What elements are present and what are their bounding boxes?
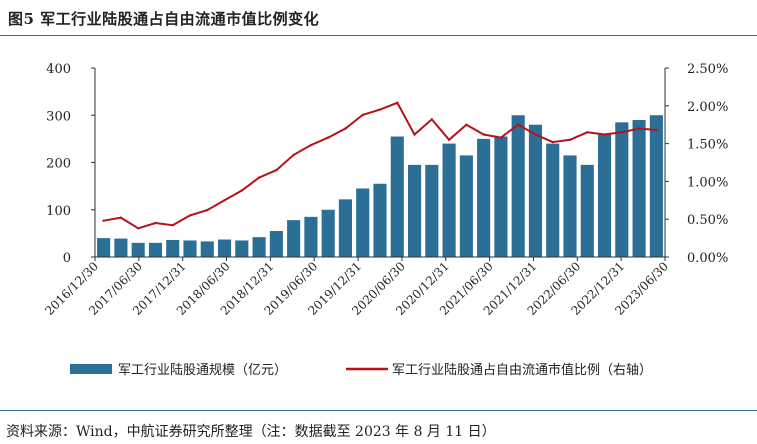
bar <box>425 164 439 257</box>
bar <box>217 239 232 257</box>
chart-title: 图5 军工行业陆股通占自由流通市值比例变化 <box>8 10 320 28</box>
right-tick-label: 1.00% <box>687 175 728 190</box>
line-point <box>102 219 105 222</box>
bar <box>287 220 301 257</box>
bar <box>649 115 663 257</box>
bar <box>442 143 456 257</box>
line-point <box>447 138 451 141</box>
bar <box>235 240 249 257</box>
bar <box>338 199 353 257</box>
bar <box>131 242 145 257</box>
line-point <box>171 224 174 227</box>
line-point <box>119 216 123 219</box>
line-point <box>499 136 503 139</box>
bar <box>597 134 612 257</box>
x-axis: 2016/12/302017/06/302017/12/312018/06/30… <box>42 256 671 318</box>
bar <box>546 143 560 257</box>
top-rule <box>0 35 757 36</box>
bar <box>183 240 197 257</box>
right-axis: 2.50% 2.00% 1.50% 1.00% 0.50% 0.00% <box>664 62 728 266</box>
line-point <box>586 131 589 134</box>
line-point <box>517 123 520 126</box>
bottom-rule <box>0 410 757 411</box>
left-tick-label: 200 <box>46 157 71 172</box>
line-point <box>396 101 399 105</box>
bar <box>148 242 163 257</box>
line-point <box>482 133 485 136</box>
legend: 军工行业陆股通规模（亿元） 军工行业陆股通占自由流通市值比例（右轴） <box>70 362 652 378</box>
line-point <box>188 214 192 217</box>
legend-bar-swatch <box>70 364 112 374</box>
right-tick-label: 2.50% <box>687 62 728 77</box>
bar <box>97 238 111 257</box>
bar <box>407 164 422 257</box>
left-axis: 400 300 200 100 0 <box>46 62 96 266</box>
line-point <box>309 143 313 147</box>
bar <box>459 155 473 257</box>
bar <box>563 155 577 257</box>
bar <box>390 136 404 257</box>
line-point <box>620 131 623 134</box>
line-point <box>257 176 261 179</box>
bar <box>615 122 629 258</box>
bar <box>269 231 283 257</box>
bar <box>511 115 525 257</box>
left-tick-label: 300 <box>46 109 71 124</box>
line-point <box>275 168 278 172</box>
line-point <box>292 153 295 157</box>
left-tick-label: 400 <box>46 62 71 77</box>
right-tick-label: 0.00% <box>687 251 728 266</box>
right-tick-label: 0.50% <box>687 213 728 228</box>
bar <box>252 237 266 257</box>
plot-area <box>97 101 663 258</box>
line-point <box>240 189 243 192</box>
line-point <box>223 199 226 202</box>
line-point <box>137 227 140 230</box>
bar <box>114 238 128 257</box>
right-tick-label: 1.50% <box>687 138 728 153</box>
line-point <box>534 133 537 136</box>
bar <box>373 183 387 257</box>
bar <box>321 209 335 257</box>
bar <box>494 136 508 257</box>
line-point <box>568 138 572 141</box>
line-point <box>430 118 433 121</box>
line-point <box>551 140 554 144</box>
bar <box>528 124 543 257</box>
source-note: 资料来源：Wind，中航证券研究所整理（注：数据截至 2023 年 8 月 11… <box>6 424 496 440</box>
bar <box>200 241 214 257</box>
line-point <box>361 113 364 117</box>
bar <box>632 119 646 257</box>
bar <box>356 188 370 257</box>
legend-line-label: 军工行业陆股通占自由流通市值比例（右轴） <box>392 362 652 378</box>
legend-bar-label: 军工行业陆股通规模（亿元） <box>118 362 287 378</box>
bar <box>166 239 180 257</box>
line-point <box>413 133 416 136</box>
left-tick-label: 100 <box>46 204 71 219</box>
line-point <box>637 127 641 130</box>
bar <box>477 138 491 257</box>
bar <box>580 164 594 257</box>
line-point <box>327 136 330 139</box>
line-point <box>655 128 658 132</box>
line-point <box>206 208 209 212</box>
line-point <box>378 108 382 111</box>
line-point <box>344 127 347 130</box>
bar <box>304 216 318 257</box>
right-tick-label: 2.00% <box>687 100 728 115</box>
line-point <box>603 133 606 136</box>
line-point <box>154 221 157 225</box>
left-tick-label: 0 <box>63 251 71 266</box>
line-point <box>465 123 468 126</box>
